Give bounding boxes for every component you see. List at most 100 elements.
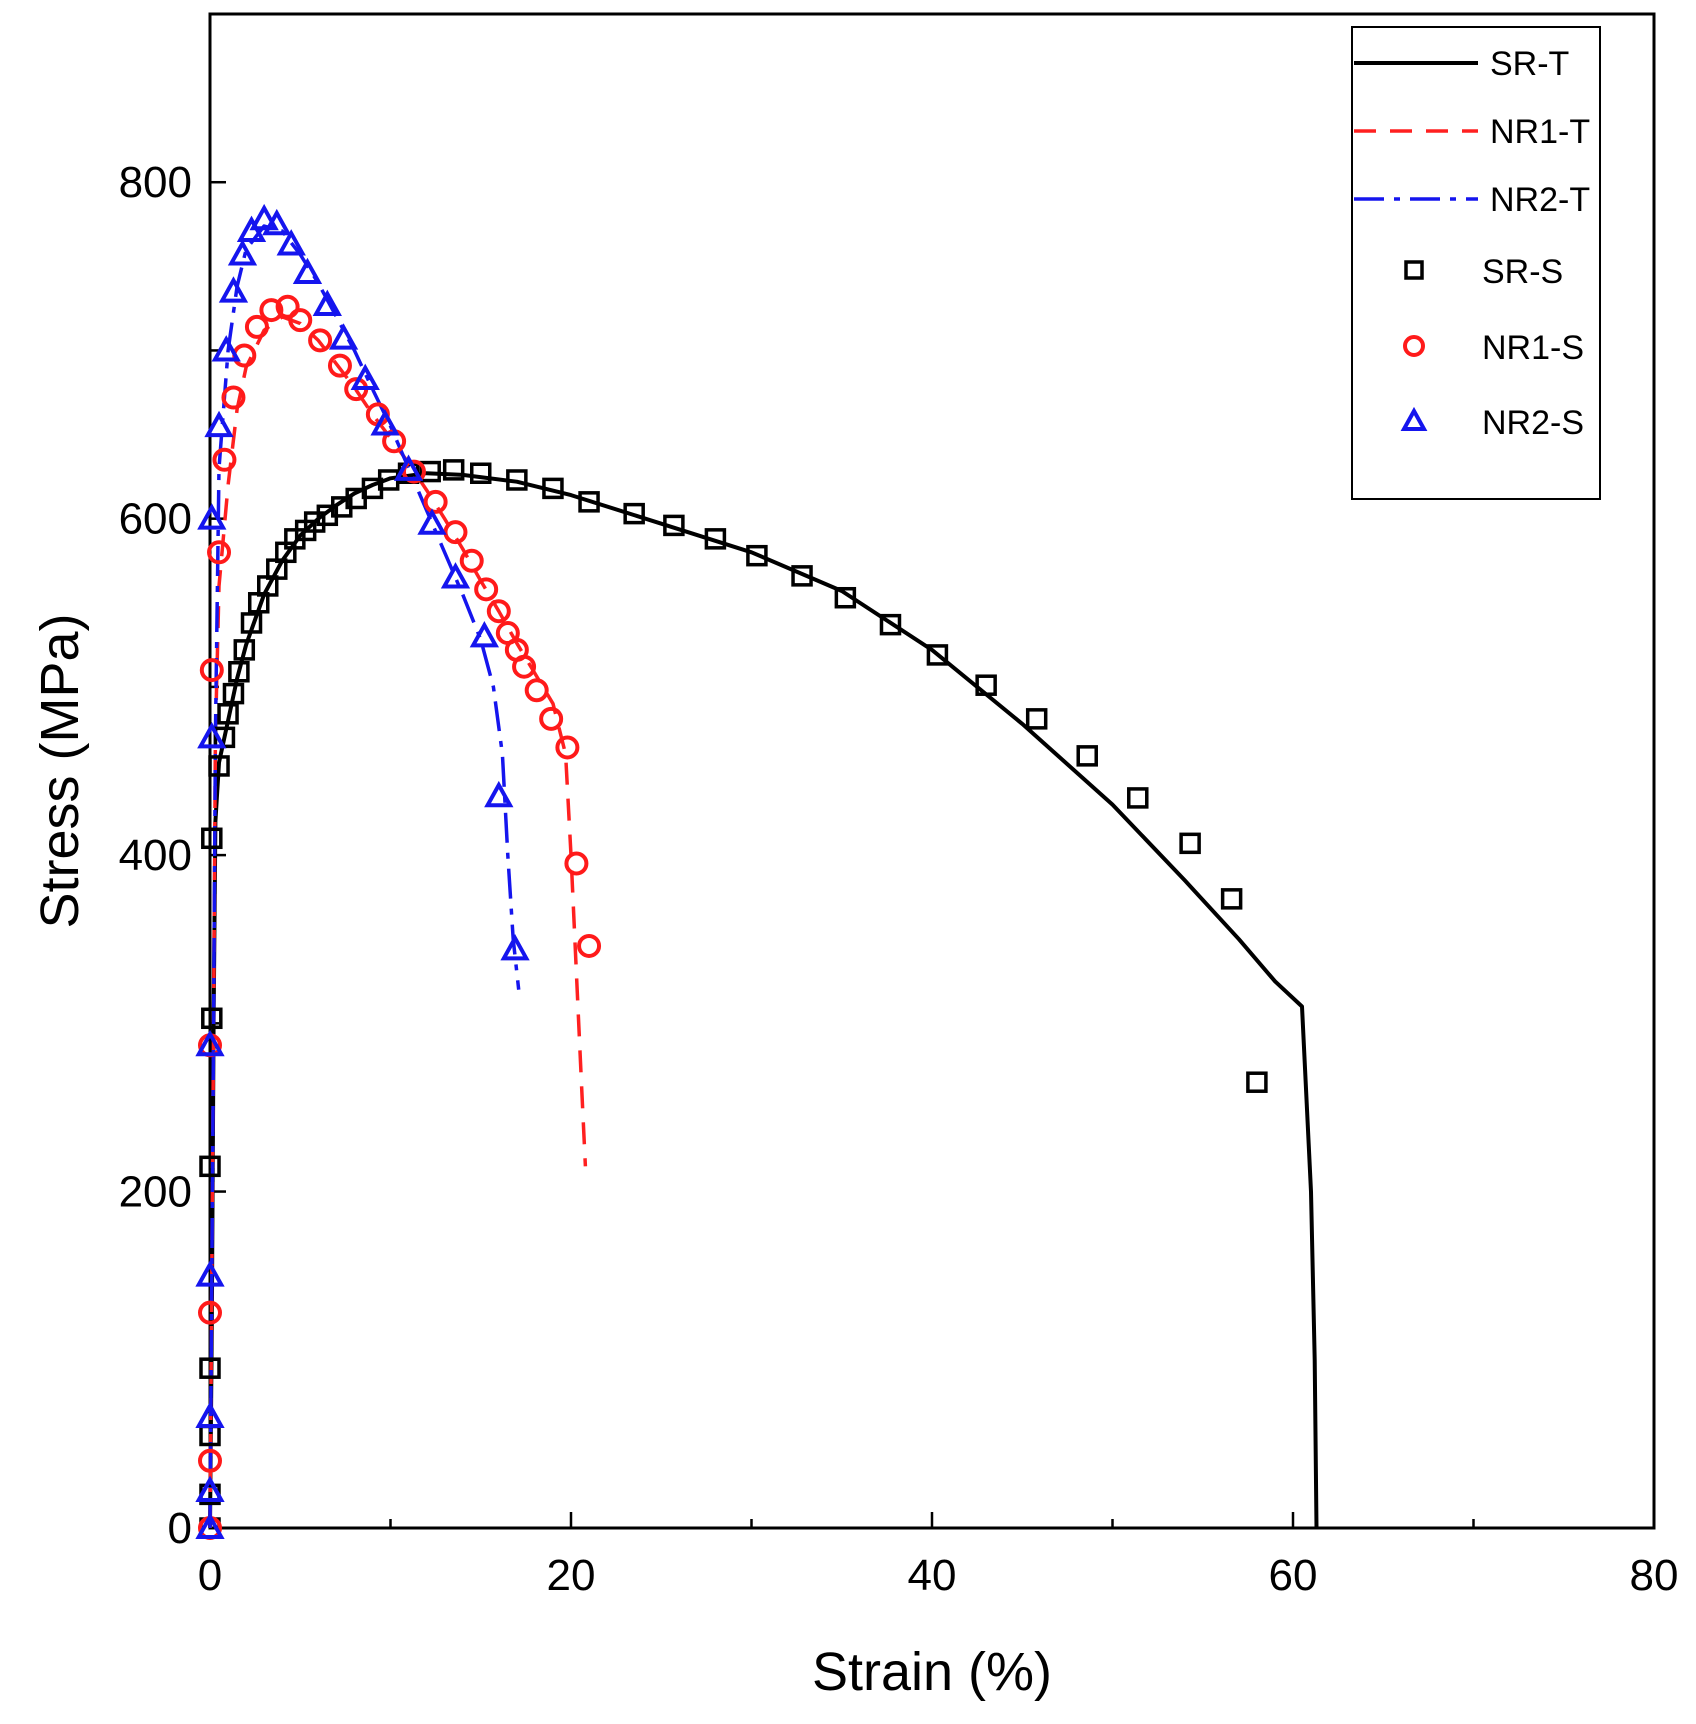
data-point-nr1-s (539, 706, 564, 731)
legend-entry-nr2-s: NR2-S (1400, 404, 1584, 442)
series-line-nr1-t (208, 315, 588, 1529)
data-point-nr1-s (308, 328, 333, 353)
y-tick-label: 0 (168, 1504, 192, 1553)
data-point-nr1-s (577, 933, 602, 958)
data-point-nr1-s (423, 489, 448, 514)
legend-label: NR1-T (1490, 113, 1590, 151)
data-point-nr2-s (484, 780, 514, 808)
data-point-nr1-s (401, 459, 426, 484)
data-point-sr-s (1127, 787, 1149, 809)
data-point-sr-s (201, 1007, 223, 1030)
data-point-nr1-s (207, 540, 232, 565)
series-line-sr-t (208, 471, 1319, 1529)
data-point-nr1-s (555, 735, 580, 760)
data-point-nr2-s (218, 276, 249, 303)
legend-swatch-nr1-s (1403, 335, 1425, 357)
data-point-nr1-s (199, 658, 224, 683)
data-point-nr2-s (195, 1475, 225, 1502)
data-point-nr1-s (512, 654, 537, 679)
legend-swatch-sr-s (1404, 260, 1424, 280)
data-point-sr-s (506, 469, 528, 491)
data-point-nr1-s (212, 447, 237, 472)
data-point-sr-s (1220, 888, 1243, 910)
data-point-sr-s (663, 514, 685, 537)
series-line-nr2-t (208, 224, 521, 1529)
data-point-sr-s (228, 660, 250, 683)
data-point-nr1-s (259, 298, 284, 323)
data-point-sr-s (217, 703, 239, 725)
legend: SR-T NR1-T NR2-T SR-S NR1-S NR2-S (1351, 26, 1601, 500)
data-point-nr1-s (221, 385, 246, 410)
data-point-sr-s (704, 528, 727, 550)
data-point-sr-s (1179, 832, 1201, 855)
legend-entry-nr1-s: NR1-S (1403, 329, 1584, 367)
data-point-nr2-s (469, 621, 500, 648)
data-point-sr-s (542, 477, 564, 500)
data-point-nr2-s (417, 508, 447, 535)
data-point-sr-s (623, 502, 645, 525)
data-point-nr1-s (288, 308, 313, 333)
data-point-nr2-s (500, 933, 530, 961)
data-point-sr-s (791, 565, 813, 587)
legend-swatch-nr2-s (1400, 406, 1428, 431)
data-point-sr-s (208, 755, 230, 777)
data-point-sr-s (1025, 708, 1048, 730)
data-point-nr1-s (244, 314, 269, 339)
data-point-nr2-s (276, 229, 306, 256)
x-tick-label: 40 (908, 1551, 957, 1600)
data-point-nr2-s (370, 409, 400, 436)
data-point-sr-s (201, 827, 223, 850)
x-tick-label: 20 (547, 1551, 596, 1600)
data-point-sr-s (233, 639, 256, 661)
legend-entry-nr2-t: NR2-T (1354, 181, 1590, 219)
legend-entry-sr-s: SR-S (1404, 253, 1563, 291)
data-point-sr-s (975, 674, 997, 696)
x-tick-label: 60 (1269, 1551, 1318, 1600)
data-point-nr1-s (443, 520, 468, 545)
data-point-sr-s (240, 612, 263, 634)
legend-label: NR1-S (1482, 329, 1584, 367)
data-point-sr-s (199, 1357, 221, 1379)
data-point-nr2-s (197, 503, 227, 530)
data-point-nr2-s (292, 257, 323, 285)
data-point-nr2-s (204, 410, 234, 438)
x-tick-label: 0 (198, 1551, 222, 1600)
x-axis-title: Strain (%) (812, 1642, 1052, 1702)
data-point-nr2-s (195, 1512, 225, 1539)
data-point-sr-s (442, 459, 465, 481)
y-axis-title: Stress (MPa) (30, 613, 90, 928)
legend-entry-nr1-t: NR1-T (1354, 113, 1590, 151)
data-point-sr-s (578, 491, 600, 513)
data-point-sr-s (834, 586, 857, 609)
data-point-nr1-s (564, 851, 589, 876)
data-point-nr2-s (211, 335, 241, 362)
x-tick-label: 80 (1630, 1551, 1679, 1600)
data-point-nr2-s (195, 1260, 225, 1287)
y-tick-label: 800 (119, 158, 192, 207)
data-point-sr-s (926, 644, 949, 666)
data-point-sr-s (746, 544, 768, 567)
data-point-nr1-s (275, 294, 300, 319)
data-point-nr2-s (249, 203, 279, 231)
data-point-nr2-s (262, 208, 292, 236)
data-point-sr-s (222, 682, 245, 705)
data-point-nr2-s (195, 1029, 225, 1057)
data-point-nr1-s (198, 1300, 222, 1325)
legend-label: NR2-S (1482, 404, 1584, 442)
data-point-nr2-s (197, 721, 227, 749)
data-point-nr2-s (393, 454, 424, 481)
y-tick-label: 400 (119, 831, 192, 880)
data-point-nr2-s (195, 1401, 225, 1428)
data-point-nr1-s (524, 678, 549, 703)
data-point-sr-s (199, 1155, 221, 1178)
data-point-sr-s (303, 511, 326, 533)
markers (195, 203, 1268, 1540)
data-point-nr1-s (486, 599, 511, 624)
data-point-nr1-s (474, 577, 499, 602)
data-point-nr2-s (440, 562, 471, 589)
data-point-sr-s (1076, 745, 1098, 767)
y-tick-label: 600 (119, 495, 192, 544)
data-point-sr-s (470, 462, 492, 484)
